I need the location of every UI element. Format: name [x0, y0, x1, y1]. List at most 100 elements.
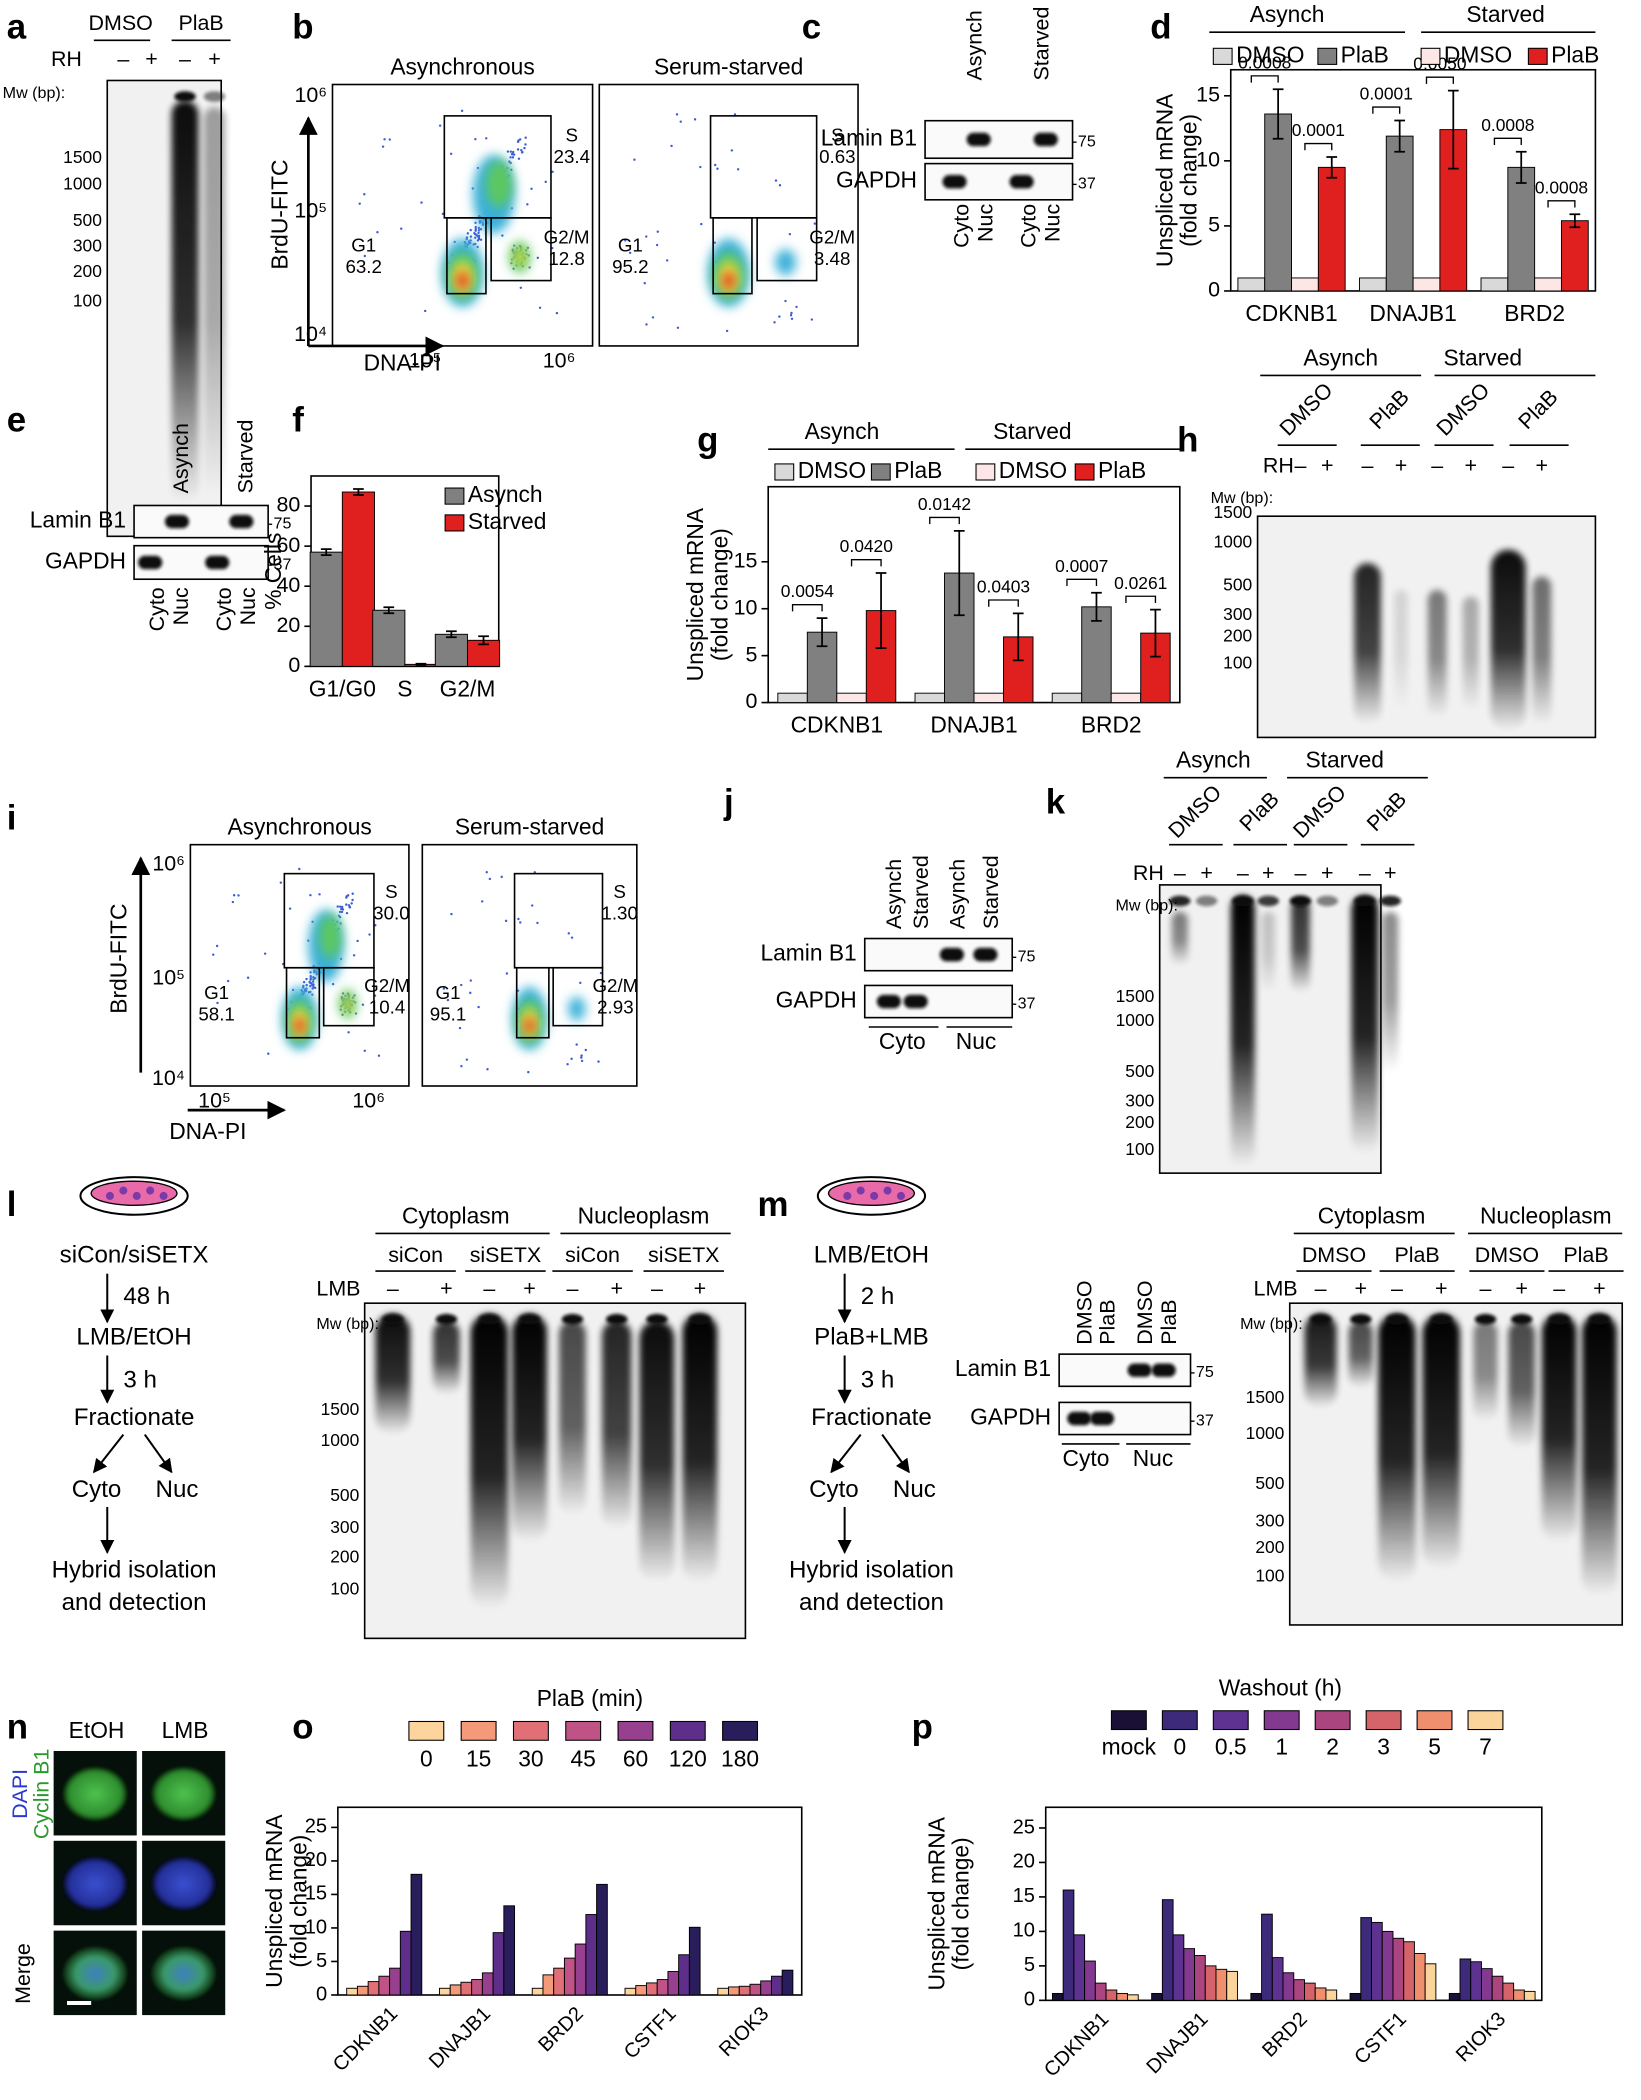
panel-label: k: [1046, 783, 1066, 822]
fraction-label: Cyto: [1063, 1445, 1110, 1471]
condition-label: siSETX: [648, 1243, 719, 1267]
event-dot: [377, 1054, 381, 1057]
bar: [1116, 1992, 1128, 2001]
event-dot: [523, 146, 526, 150]
group-label: Cytoplasm: [402, 1202, 510, 1228]
gate-value: 12.8: [548, 248, 585, 269]
fraction-label: Cyto: [949, 204, 973, 248]
marker-label: 200: [73, 261, 102, 281]
panel-label: b: [292, 8, 313, 47]
density: [343, 996, 353, 1012]
step-label: Nuc: [893, 1476, 936, 1503]
treatment-sign: –: [1431, 453, 1443, 477]
treatment-sign: –: [1480, 1276, 1492, 1300]
event-dot: [517, 157, 521, 160]
error-bar: [353, 488, 364, 496]
x-tick-label: DNAJB1: [1369, 300, 1456, 326]
gel-smear: [1351, 895, 1379, 1154]
condition-label: DMSO: [1432, 378, 1494, 440]
bar: [1194, 1955, 1206, 2001]
gate-value: 30.0: [373, 902, 410, 923]
fraction-label: Nuc: [169, 587, 193, 625]
group-label: Starved: [1444, 344, 1523, 370]
gate-name: G2/M: [592, 975, 638, 996]
event-dot: [628, 251, 632, 255]
error-bar: [816, 617, 828, 648]
gel-smear: [1354, 563, 1381, 725]
bar: [635, 1985, 647, 1996]
event-dot: [309, 893, 312, 897]
event-dot: [676, 326, 680, 329]
bar: [656, 1979, 669, 1996]
gel-well: [646, 1313, 668, 1325]
event-dot: [383, 138, 386, 141]
plot-title: Serum-starved: [654, 53, 803, 79]
marker-label: 1000: [63, 174, 102, 194]
event-dot: [584, 1048, 588, 1052]
event-dot: [510, 153, 514, 156]
event-dot: [538, 306, 542, 310]
gel-smear: [470, 1313, 509, 1609]
bar: [646, 1982, 658, 1996]
event-dot: [310, 982, 313, 985]
mw-label: Mw (bp):: [316, 1315, 379, 1333]
error-bar: [875, 572, 887, 650]
event-dot: [656, 230, 659, 233]
treatment-sign: +: [145, 47, 158, 71]
p-value: 0.0001: [1360, 84, 1413, 104]
marker-label: 200: [1255, 1537, 1284, 1557]
gel-well: [1232, 895, 1254, 907]
event-dot: [351, 898, 354, 902]
cell: [119, 1186, 128, 1195]
event-dot: [302, 980, 306, 984]
legend-swatch: [512, 1720, 549, 1741]
gel-smear: [1422, 1313, 1461, 1569]
treatment-sign: +: [1593, 1276, 1606, 1300]
bracket: [1372, 106, 1401, 114]
marker-label: 1500: [1116, 986, 1155, 1006]
mw-label: 37: [1078, 175, 1096, 193]
condition-label: PlaB: [1365, 385, 1414, 434]
blot-strip: [133, 544, 269, 581]
group-label: Asynch: [805, 418, 880, 444]
legend-title: Washout (h): [1219, 1674, 1342, 1700]
y-tick-label: 5: [746, 642, 758, 666]
bar: [836, 692, 867, 704]
panel-label: o: [292, 1708, 313, 1747]
y-tick-label: 10: [1196, 148, 1220, 172]
density: [294, 1017, 305, 1035]
event-dot: [354, 1012, 358, 1015]
gel-smear: [1382, 911, 1399, 1073]
event-dot: [474, 137, 477, 141]
event-dot: [458, 1026, 462, 1030]
step-label: Fractionate: [811, 1404, 932, 1431]
treatment-sign: –: [651, 1276, 663, 1300]
gel-well: [1474, 1313, 1497, 1325]
flow-plot: [598, 83, 859, 347]
event-dot: [790, 311, 793, 315]
event-dot: [555, 311, 559, 315]
event-dot: [466, 232, 470, 235]
legend-swatch: [444, 487, 465, 505]
y-tick-label: 20: [276, 613, 300, 637]
y-tick-label: 10⁵: [152, 965, 185, 989]
gel-well: [1350, 1313, 1372, 1325]
legend-label: 2: [1326, 1733, 1339, 1759]
mw-label: 75: [1078, 132, 1096, 150]
gel-well: [1169, 895, 1191, 907]
column-label: DMSO: [1133, 1280, 1157, 1344]
event-dot: [477, 226, 481, 230]
gate-value: 0.63: [819, 146, 855, 167]
event-dot: [716, 167, 719, 170]
gel-smear: [171, 100, 199, 503]
event-dot: [352, 954, 356, 957]
marker-label: 1500: [321, 1399, 360, 1419]
gel-well: [1379, 895, 1402, 907]
gel-well: [1309, 1313, 1332, 1325]
event-dot: [531, 904, 534, 907]
treatment-sign: +: [1321, 453, 1334, 477]
bar: [356, 1985, 369, 1996]
event-dot: [509, 150, 513, 153]
blot-band: [164, 514, 190, 529]
